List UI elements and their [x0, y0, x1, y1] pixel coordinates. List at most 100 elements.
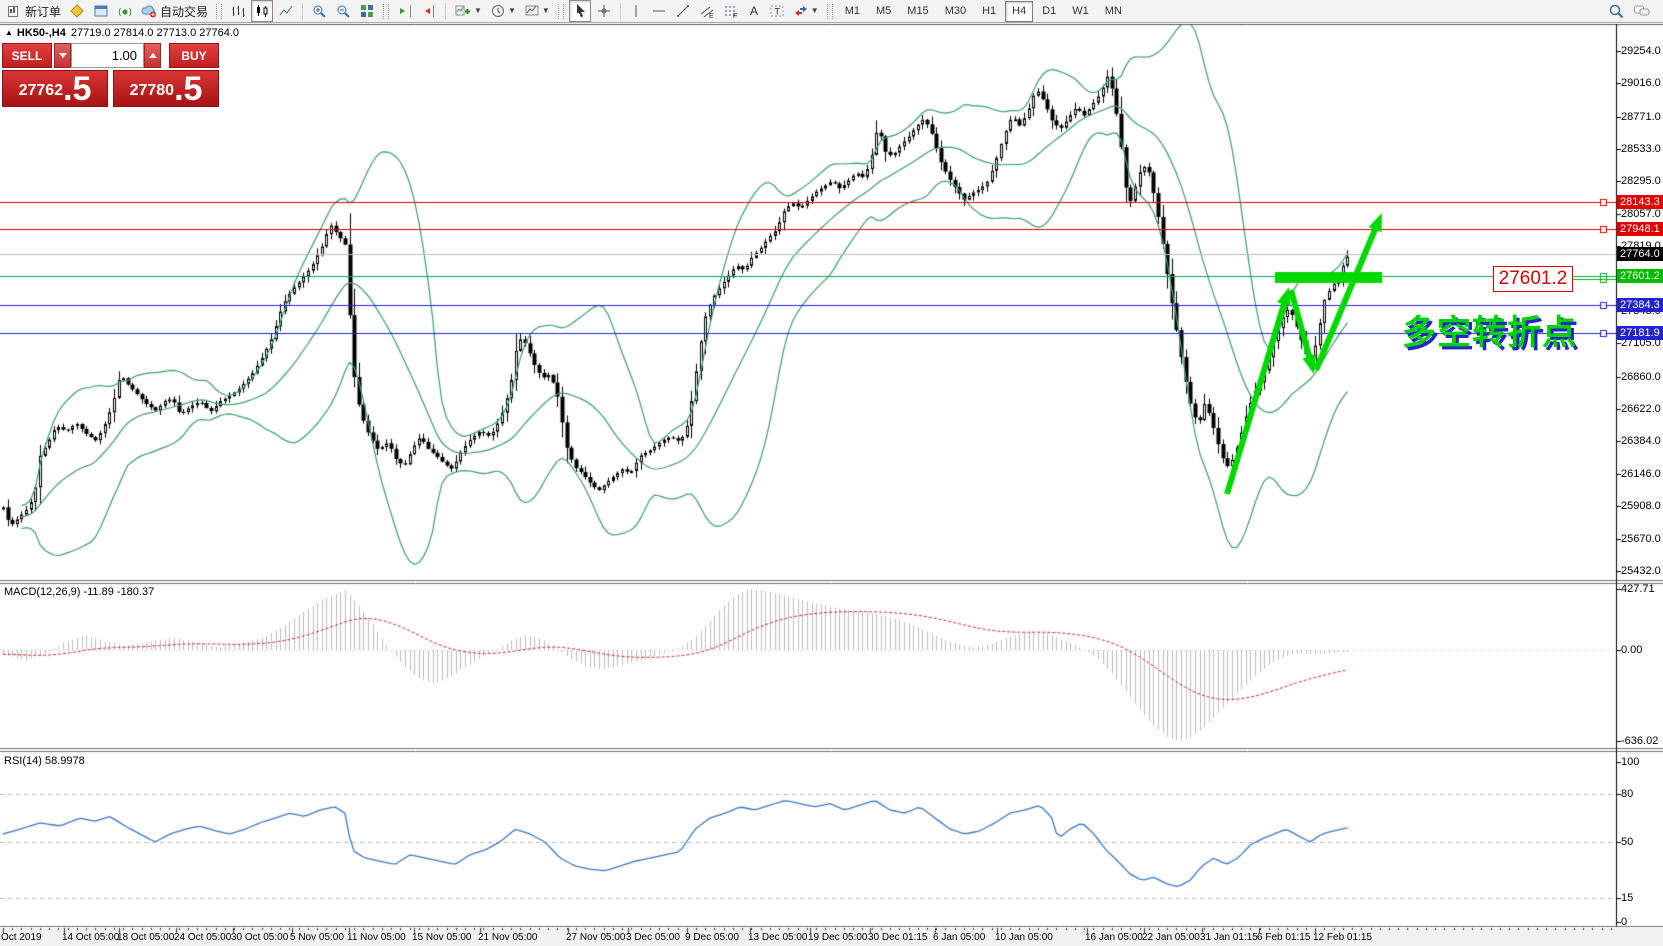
trendline-tool-button[interactable]	[672, 0, 694, 22]
buy-price-display[interactable]: 27780.5	[113, 70, 219, 107]
dropdown-arrow-icon: ▼	[541, 6, 550, 15]
auto-scroll-button[interactable]	[418, 0, 440, 22]
sell-price-display[interactable]: 27762.5	[2, 70, 108, 107]
candlestick-icon	[254, 3, 270, 19]
chat-button[interactable]	[1630, 0, 1654, 22]
cursor-icon	[572, 3, 588, 19]
vertical-line-tool-button[interactable]	[626, 0, 646, 22]
chart-shift-button[interactable]	[394, 0, 416, 22]
chart-shift-icon	[397, 3, 413, 19]
sell-price-dec: .5	[63, 70, 92, 108]
text-tool-button[interactable]: A	[744, 0, 764, 22]
new-order-button[interactable]: 新订单	[3, 0, 64, 22]
horizontal-line-icon	[651, 3, 667, 19]
turning-point-annotation: 多空转折点	[1402, 314, 1577, 352]
one-click-trade-panel: SELL BUY 27762.5 27780.5	[2, 43, 219, 107]
tf-button-M1[interactable]: M1	[844, 5, 860, 17]
zoom-out-button[interactable]	[332, 0, 354, 22]
tf-button-M30[interactable]: M30	[944, 5, 967, 17]
volume-increase-button[interactable]	[144, 43, 161, 68]
auto-trading-label: 自动交易	[160, 4, 209, 19]
arrows-icon	[793, 3, 809, 19]
toolbar-handle	[216, 3, 223, 19]
label-tool-letter: T	[774, 7, 780, 17]
macd-indicator-label: MACD(12,26,9) -11.89 -180.37	[4, 586, 155, 598]
toolbar-handle	[826, 3, 833, 19]
tf-button-D1[interactable]: D1	[1042, 5, 1057, 17]
rsi-indicator-label: RSI(14) 58.9978	[4, 755, 85, 767]
tf-button-H4[interactable]: H4	[1005, 0, 1034, 22]
line-chart-icon	[278, 3, 294, 19]
volume-input[interactable]	[71, 43, 144, 68]
dropdown-arrow-icon: ▼	[474, 6, 482, 15]
tf-button-MN[interactable]: MN	[1104, 5, 1122, 17]
fibonacci-tool-button[interactable]: F	[720, 0, 742, 22]
auto-trading-button[interactable]: 自动交易	[138, 0, 211, 22]
search-icon	[1607, 2, 1625, 20]
collapse-panel-arrow-icon[interactable]: ▲	[5, 28, 13, 37]
zoom-in-button[interactable]	[308, 0, 330, 22]
market-window-button[interactable]	[90, 0, 112, 22]
text-tool-icon: A	[747, 3, 761, 19]
toolbar-separator	[619, 2, 621, 20]
tf-button-H1[interactable]: H1	[982, 5, 997, 17]
tile-windows-button[interactable]	[356, 0, 378, 22]
sell-price-int: 27762	[18, 82, 64, 99]
auto-scroll-icon	[421, 3, 437, 19]
new-order-icon	[6, 3, 22, 19]
chart-title: ▲ HK50-,H4 27719.0 27814.0 27713.0 27764.0	[5, 27, 239, 39]
dropdown-arrow-icon: ▼	[810, 6, 819, 15]
label-tool-button[interactable]: T	[766, 0, 788, 22]
signals-icon	[117, 3, 133, 19]
gold-button[interactable]	[66, 0, 88, 22]
buy-price-int: 27780	[129, 82, 175, 99]
price-flag-label[interactable]: 27601.2	[1493, 266, 1573, 292]
tf-button-W1[interactable]: W1	[1072, 5, 1089, 17]
line-chart-button[interactable]	[275, 0, 297, 22]
cursor-button[interactable]	[568, 0, 591, 22]
add-indicator-button[interactable]: ▼	[451, 0, 485, 22]
text-tool-letter: A	[750, 4, 758, 18]
zoom-out-icon	[335, 3, 351, 19]
dropdown-arrow-icon: ▼	[507, 6, 516, 15]
window-icon	[93, 3, 109, 19]
up-arrow-icon	[148, 53, 157, 58]
zoom-in-icon	[311, 3, 327, 19]
crosshair-icon	[596, 3, 612, 19]
new-order-label: 新订单	[25, 4, 62, 19]
channel-tool-letter: E	[709, 13, 714, 19]
toolbar-handle	[383, 3, 390, 19]
tile-windows-icon	[359, 3, 375, 19]
tf-button-M5[interactable]: M5	[876, 5, 892, 17]
chat-icon	[1633, 3, 1651, 19]
toolbar: 新订单 自动交易 ▼ ▼ ▼ E F A T ▼ M1 M5 M15 M30 H1 H4 D…	[0, 0, 1663, 23]
tf-button-M15[interactable]: M15	[907, 5, 929, 17]
clock-icon	[490, 3, 506, 19]
channel-icon: E	[699, 3, 715, 19]
bar-chart-icon	[230, 3, 246, 19]
ohlc-values: 27719.0 27814.0 27713.0 27764.0	[70, 27, 240, 39]
bar-chart-button[interactable]	[227, 0, 249, 22]
toolbar-separator	[445, 2, 447, 20]
add-indicator-icon	[454, 3, 472, 19]
templates-button[interactable]: ▼	[521, 0, 553, 22]
buy-button[interactable]: BUY	[169, 43, 219, 68]
cloud-icon	[141, 3, 157, 19]
fibonacci-icon: F	[723, 3, 739, 19]
signals-button[interactable]	[114, 0, 136, 22]
search-button[interactable]	[1604, 0, 1628, 22]
arrows-tool-button[interactable]: ▼	[790, 0, 822, 22]
gold-icon	[69, 3, 85, 19]
down-arrow-icon	[58, 53, 67, 58]
buy-price-dec: .5	[174, 70, 203, 108]
fibo-tool-letter: F	[733, 13, 737, 19]
periods-button[interactable]: ▼	[487, 0, 519, 22]
toolbar-handle	[557, 3, 564, 19]
crosshair-button[interactable]	[593, 0, 615, 22]
channel-tool-button[interactable]: E	[696, 0, 718, 22]
sell-button[interactable]: SELL	[2, 43, 52, 68]
horizontal-line-tool-button[interactable]	[648, 0, 670, 22]
volume-decrease-button[interactable]	[54, 43, 71, 68]
candlestick-chart-button[interactable]	[251, 0, 274, 22]
